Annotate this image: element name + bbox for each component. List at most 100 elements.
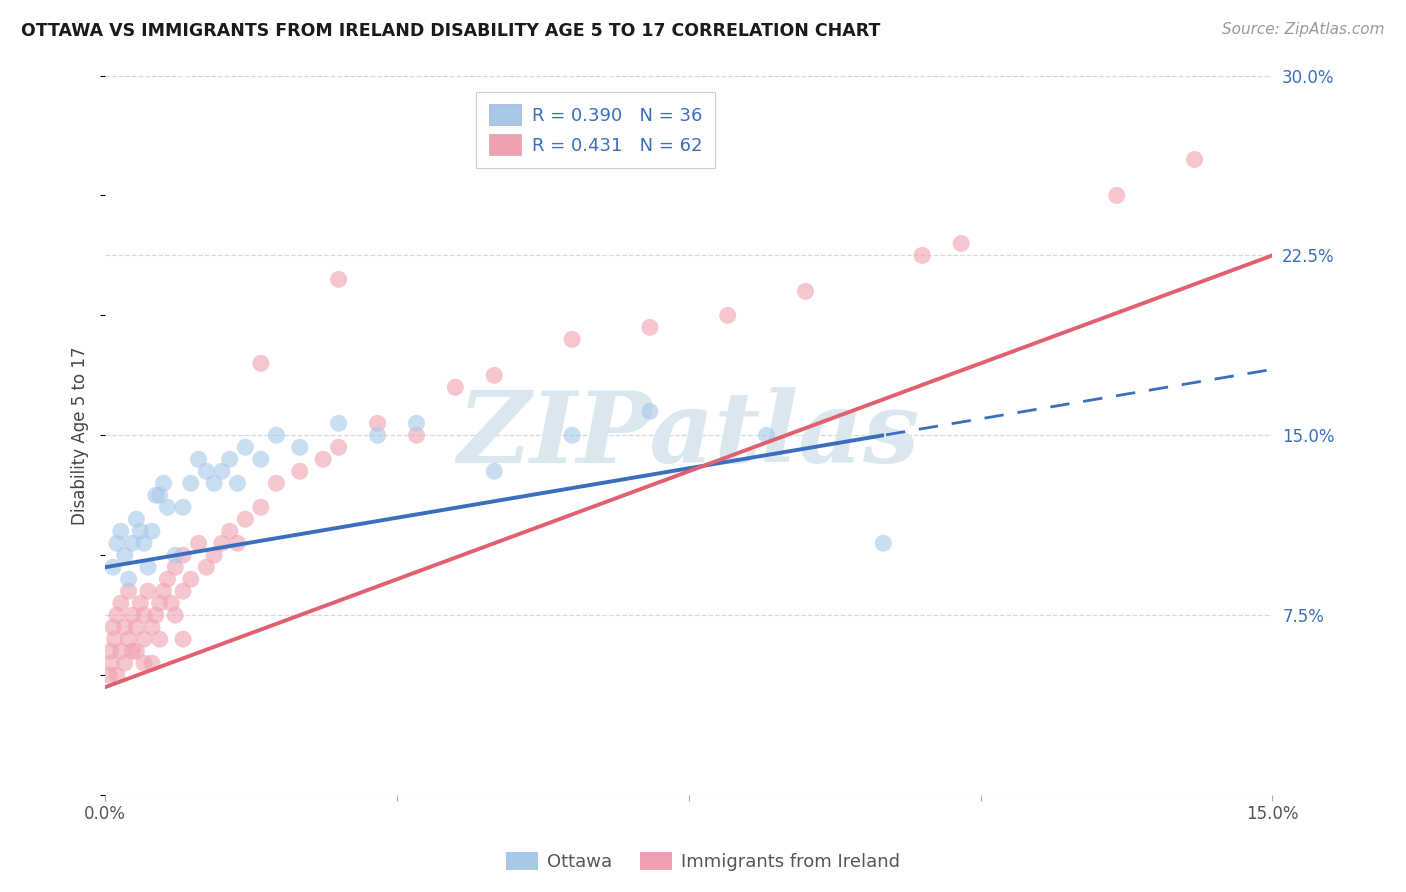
Point: [233, 512, 256, 526]
Legend: Ottawa, Immigrants from Ireland: Ottawa, Immigrants from Ireland: [499, 845, 907, 879]
Point: [156, 572, 179, 586]
Point: [266, 428, 288, 442]
Point: [250, 356, 273, 370]
Point: [141, 524, 163, 539]
Point: [117, 572, 139, 586]
Point: [101, 620, 124, 634]
Point: [134, 656, 156, 670]
Point: [226, 536, 249, 550]
Text: ZIPatlas: ZIPatlas: [457, 387, 920, 483]
Point: [561, 332, 583, 346]
Point: [125, 620, 148, 634]
Point: [101, 560, 124, 574]
Point: [114, 620, 136, 634]
Point: [134, 632, 156, 647]
Point: [367, 417, 389, 431]
Point: [288, 440, 311, 454]
Point: [117, 632, 139, 647]
Point: [105, 668, 128, 682]
Point: [165, 560, 187, 574]
Point: [98, 668, 121, 682]
Point: [136, 560, 159, 574]
Point: [100, 644, 122, 658]
Point: [755, 428, 778, 442]
Point: [328, 417, 350, 431]
Point: [794, 285, 817, 299]
Point: [114, 656, 136, 670]
Y-axis label: Disability Age 5 to 17: Disability Age 5 to 17: [72, 346, 89, 524]
Point: [134, 608, 156, 623]
Point: [226, 476, 249, 491]
Point: [121, 644, 143, 658]
Point: [187, 536, 209, 550]
Text: OTTAWA VS IMMIGRANTS FROM IRELAND DISABILITY AGE 5 TO 17 CORRELATION CHART: OTTAWA VS IMMIGRANTS FROM IRELAND DISABI…: [21, 22, 880, 40]
Point: [160, 596, 183, 610]
Point: [484, 368, 506, 383]
Point: [110, 644, 132, 658]
Point: [328, 272, 350, 286]
Point: [172, 500, 194, 515]
Point: [1105, 188, 1128, 202]
Point: [1184, 153, 1206, 167]
Point: [211, 536, 233, 550]
Point: [266, 476, 288, 491]
Point: [110, 596, 132, 610]
Point: [218, 452, 240, 467]
Point: [717, 309, 740, 323]
Point: [172, 548, 194, 562]
Point: [149, 488, 172, 502]
Point: [105, 608, 128, 623]
Point: [180, 572, 202, 586]
Point: [117, 584, 139, 599]
Point: [195, 464, 218, 478]
Point: [195, 560, 218, 574]
Point: [444, 380, 467, 394]
Point: [250, 452, 273, 467]
Point: [172, 584, 194, 599]
Point: [165, 608, 187, 623]
Point: [105, 536, 128, 550]
Point: [288, 464, 311, 478]
Point: [156, 500, 179, 515]
Point: [149, 632, 172, 647]
Point: [114, 548, 136, 562]
Point: [872, 536, 894, 550]
Point: [561, 428, 583, 442]
Point: [125, 512, 148, 526]
Point: [129, 596, 152, 610]
Point: [145, 488, 167, 502]
Point: [134, 536, 156, 550]
Point: [202, 548, 225, 562]
Text: Source: ZipAtlas.com: Source: ZipAtlas.com: [1222, 22, 1385, 37]
Point: [211, 464, 233, 478]
Point: [911, 248, 934, 262]
Point: [484, 464, 506, 478]
Point: [233, 440, 256, 454]
Point: [638, 320, 661, 334]
Point: [136, 584, 159, 599]
Point: [187, 452, 209, 467]
Legend: R = 0.390   N = 36, R = 0.431   N = 62: R = 0.390 N = 36, R = 0.431 N = 62: [475, 92, 716, 168]
Point: [165, 548, 187, 562]
Point: [638, 404, 661, 418]
Point: [328, 440, 350, 454]
Point: [141, 656, 163, 670]
Point: [405, 417, 427, 431]
Point: [172, 632, 194, 647]
Point: [145, 608, 167, 623]
Point: [367, 428, 389, 442]
Point: [121, 536, 143, 550]
Point: [312, 452, 335, 467]
Point: [180, 476, 202, 491]
Point: [125, 644, 148, 658]
Point: [950, 236, 973, 251]
Point: [250, 500, 273, 515]
Point: [110, 524, 132, 539]
Point: [152, 476, 174, 491]
Point: [149, 596, 172, 610]
Point: [202, 476, 225, 491]
Point: [405, 428, 427, 442]
Point: [121, 608, 143, 623]
Point: [141, 620, 163, 634]
Point: [100, 656, 122, 670]
